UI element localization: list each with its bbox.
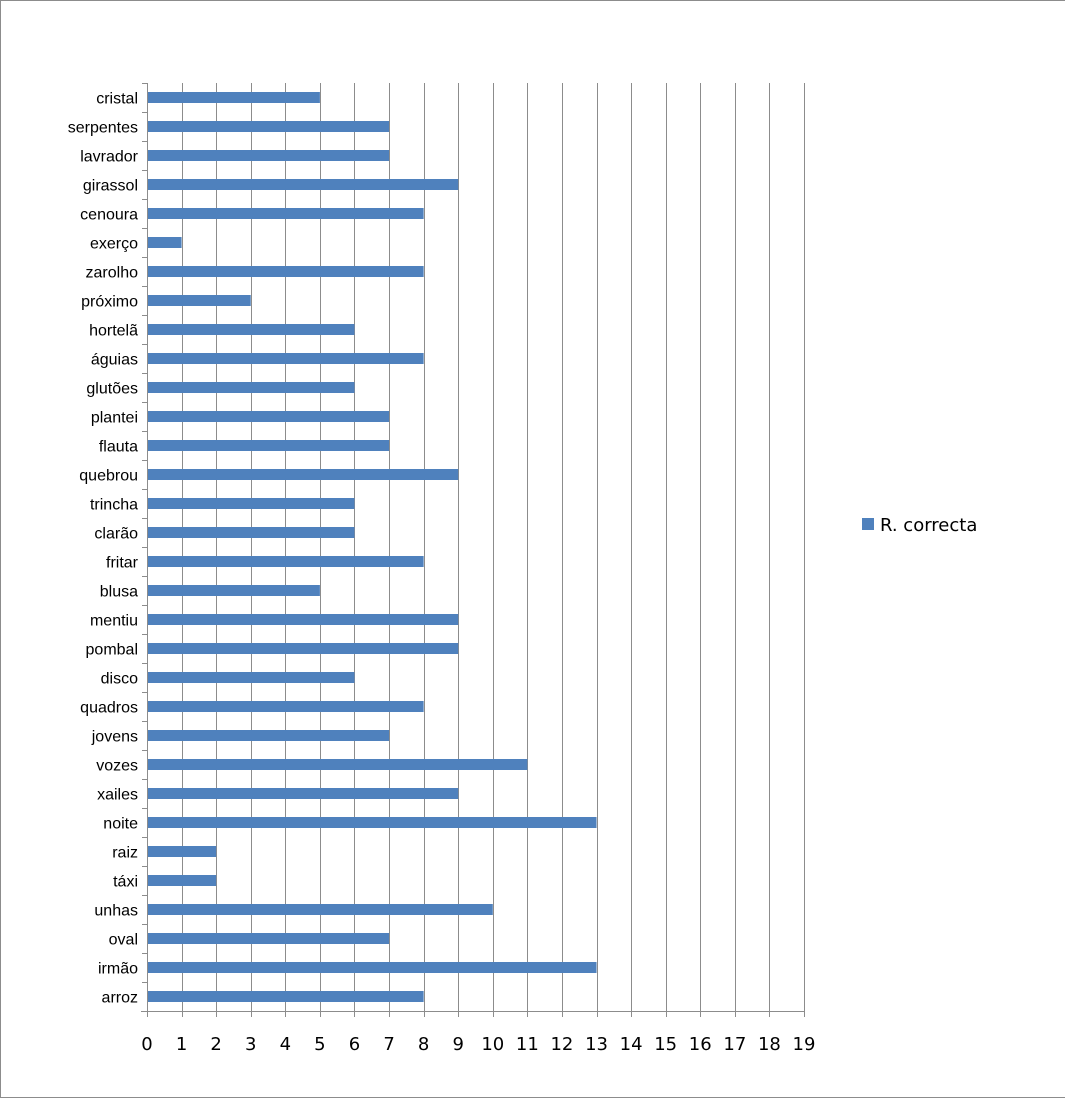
category-label: glutões	[86, 381, 138, 398]
category-label: blusa	[100, 584, 138, 601]
bar	[147, 556, 424, 567]
bar	[147, 875, 217, 886]
x-tick-label: 0	[141, 1034, 152, 1055]
category-label: xailes	[97, 787, 138, 804]
category-label: quadros	[80, 700, 138, 717]
x-tick-label: 6	[349, 1034, 360, 1055]
x-tick-label: 12	[550, 1034, 573, 1055]
category-label: jovens	[91, 729, 138, 746]
bar	[147, 440, 390, 451]
x-tick-label: 17	[723, 1034, 746, 1055]
bar	[147, 382, 355, 393]
category-label: flauta	[99, 439, 138, 456]
bars	[147, 92, 597, 1002]
category-label: táxi	[113, 874, 138, 891]
x-tick-label: 2	[210, 1034, 221, 1055]
x-tick-label: 15	[654, 1034, 677, 1055]
bar	[147, 962, 597, 973]
x-tick-label: 19	[793, 1034, 816, 1055]
bar	[147, 527, 355, 538]
category-label: vozes	[96, 758, 138, 775]
bar	[147, 817, 597, 828]
category-label: fritar	[106, 555, 139, 572]
legend-swatch	[862, 518, 874, 530]
bar	[147, 266, 424, 277]
category-labels: cristal serpentes lavrador girassol cenoura e…	[68, 91, 139, 1007]
category-label: arroz	[102, 990, 138, 1007]
category-label: girassol	[83, 178, 138, 195]
category-label: quebrou	[79, 468, 138, 485]
x-tick-label: 3	[245, 1034, 256, 1055]
bar	[147, 469, 459, 480]
category-label: raiz	[112, 845, 138, 862]
bar	[147, 585, 320, 596]
x-tick-label: 18	[758, 1034, 781, 1055]
bar	[147, 701, 424, 712]
bar	[147, 846, 217, 857]
x-tick-label: 9	[452, 1034, 463, 1055]
legend-label: R. correcta	[880, 515, 977, 536]
bar	[147, 121, 390, 132]
x-tick-label: 11	[516, 1034, 539, 1055]
x-tick-label: 16	[689, 1034, 712, 1055]
x-tick-label: 5	[314, 1034, 325, 1055]
category-label: exerço	[90, 236, 138, 253]
gridlines	[182, 83, 805, 1011]
legend: R. correcta	[862, 515, 977, 536]
bar	[147, 991, 424, 1002]
bar	[147, 672, 355, 683]
category-label: águias	[91, 352, 138, 369]
x-tick-label: 7	[383, 1034, 394, 1055]
bar	[147, 237, 182, 248]
category-label: irmão	[98, 961, 138, 978]
bar	[147, 353, 424, 364]
x-tick-label: 1	[176, 1034, 187, 1055]
bar	[147, 904, 493, 915]
category-label: mentiu	[90, 613, 138, 630]
bar	[147, 614, 459, 625]
category-label: cenoura	[80, 207, 138, 224]
bar	[147, 92, 320, 103]
category-label: trincha	[90, 497, 138, 514]
bar	[147, 730, 390, 741]
x-tick-label: 10	[481, 1034, 504, 1055]
category-label: zarolho	[86, 265, 139, 282]
category-label: disco	[101, 671, 138, 688]
category-label: hortelã	[89, 323, 138, 340]
x-tick-label: 8	[418, 1034, 429, 1055]
category-label: próximo	[81, 294, 138, 311]
bar	[147, 295, 251, 306]
x-tick-label: 14	[620, 1034, 643, 1055]
category-label: pombal	[86, 642, 138, 659]
category-label: unhas	[94, 903, 138, 920]
category-label: cristal	[96, 91, 138, 108]
category-label: serpentes	[68, 120, 138, 137]
bar	[147, 208, 424, 219]
category-label: noite	[103, 816, 138, 833]
category-label: clarão	[94, 526, 138, 543]
bar	[147, 933, 390, 944]
x-tick-label: 4	[280, 1034, 291, 1055]
axes	[141, 83, 805, 1017]
bar	[147, 788, 459, 799]
category-label: oval	[109, 932, 138, 949]
bar	[147, 643, 459, 654]
bar	[147, 498, 355, 509]
bar	[147, 324, 355, 335]
bar	[147, 759, 528, 770]
bar	[147, 179, 459, 190]
x-tick-label: 13	[585, 1034, 608, 1055]
category-label: plantei	[91, 410, 138, 427]
x-tick-labels: 0 1 2 3 4 5 6 7 8 9 10 11 12 13 14 15 16 17 18 19	[141, 1034, 815, 1055]
bar	[147, 150, 390, 161]
bar	[147, 411, 390, 422]
category-label: lavrador	[80, 149, 138, 166]
